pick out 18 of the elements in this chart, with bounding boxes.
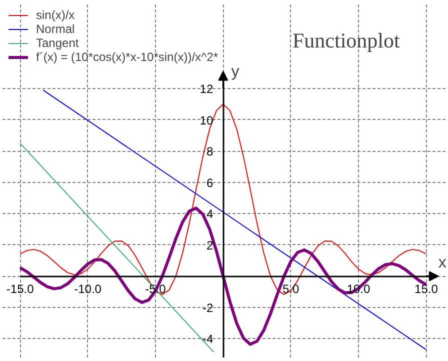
y-tick-label: 2 [206,238,214,252]
x-axis-title: x [438,254,446,272]
y-tick-label: 4 [206,207,214,222]
y-tick-label: 12 [200,82,214,96]
y-tick-label: -2 [202,300,214,315]
x-tick-label: 15.0 [414,282,438,296]
text: Functionplot [292,28,400,52]
x-tick-label: -10.0 [74,282,102,296]
y-tick-label: 10 [200,113,214,128]
y-axis-title: y [231,64,240,81]
legend-label: f´(x) = (10*cos(x)*x-10*sin(x))/x^2* [36,50,218,64]
x-tick-label: -15.0 [6,282,34,296]
y-tick-label: 6 [206,176,214,190]
y-tick-label: -4 [202,332,214,346]
legend-label: Tangent [36,36,79,50]
legend-label: sin(x)/x [36,8,75,22]
y-tick-label: 8 [206,144,214,159]
legend-label: Normal [36,22,75,36]
